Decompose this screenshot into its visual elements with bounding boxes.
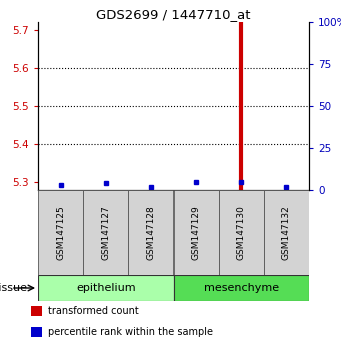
Text: mesenchyme: mesenchyme — [204, 283, 279, 293]
Bar — [31, 327, 42, 337]
Title: GDS2699 / 1447710_at: GDS2699 / 1447710_at — [96, 8, 251, 21]
Text: GSM147129: GSM147129 — [192, 205, 201, 260]
Bar — [128, 190, 174, 275]
Bar — [38, 190, 83, 275]
Text: GSM147130: GSM147130 — [237, 205, 246, 260]
Text: GSM147127: GSM147127 — [101, 205, 110, 260]
Bar — [219, 190, 264, 275]
Text: transformed count: transformed count — [48, 306, 138, 316]
Text: tissue: tissue — [0, 283, 28, 293]
Bar — [83, 190, 128, 275]
Text: GSM147132: GSM147132 — [282, 205, 291, 260]
Text: percentile rank within the sample: percentile rank within the sample — [48, 327, 213, 337]
Bar — [38, 275, 174, 301]
Text: GSM147125: GSM147125 — [56, 205, 65, 260]
Bar — [174, 275, 309, 301]
Text: epithelium: epithelium — [76, 283, 136, 293]
Text: GSM147128: GSM147128 — [146, 205, 155, 260]
Bar — [174, 190, 219, 275]
Bar — [264, 190, 309, 275]
Bar — [31, 306, 42, 316]
